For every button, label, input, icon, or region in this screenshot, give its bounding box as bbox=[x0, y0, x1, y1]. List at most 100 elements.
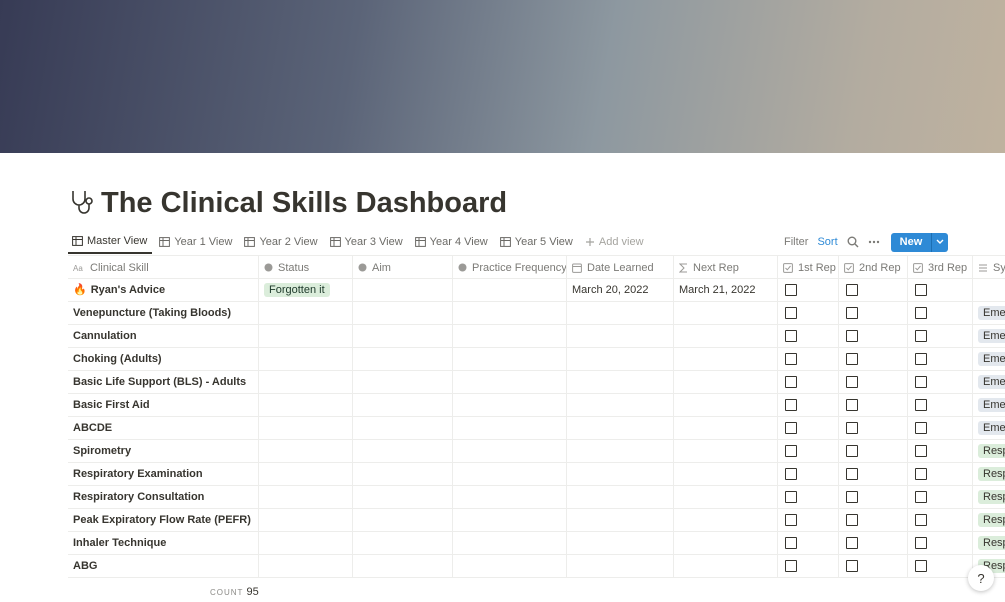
status-cell[interactable] bbox=[259, 301, 353, 324]
checkbox[interactable] bbox=[846, 375, 858, 388]
rep-cell[interactable] bbox=[778, 554, 839, 577]
system-cell[interactable]: Resp bbox=[973, 485, 1005, 508]
date-learned-cell[interactable] bbox=[567, 301, 674, 324]
rep-cell[interactable] bbox=[778, 439, 839, 462]
rep-cell[interactable] bbox=[908, 485, 973, 508]
skill-cell[interactable]: Respiratory Examination bbox=[68, 462, 259, 485]
checkbox[interactable] bbox=[846, 467, 858, 480]
checkbox[interactable] bbox=[846, 444, 858, 457]
skill-name[interactable]: Choking (Adults) bbox=[73, 352, 162, 365]
frequency-cell[interactable] bbox=[453, 485, 567, 508]
date-learned-cell[interactable] bbox=[567, 370, 674, 393]
system-cell[interactable]: Resp bbox=[973, 439, 1005, 462]
aim-cell[interactable] bbox=[353, 485, 453, 508]
column-header[interactable]: 1st Rep bbox=[778, 256, 839, 279]
checkbox[interactable] bbox=[846, 306, 858, 319]
date-learned-cell[interactable] bbox=[567, 416, 674, 439]
more-icon[interactable] bbox=[868, 236, 880, 248]
checkbox[interactable] bbox=[915, 536, 927, 549]
checkbox[interactable] bbox=[785, 444, 797, 457]
aim-cell[interactable] bbox=[353, 462, 453, 485]
frequency-cell[interactable] bbox=[453, 278, 567, 301]
system-cell[interactable]: Emer bbox=[973, 393, 1005, 416]
checkbox[interactable] bbox=[846, 329, 858, 342]
system-cell[interactable]: Emer bbox=[973, 370, 1005, 393]
status-cell[interactable] bbox=[259, 393, 353, 416]
rep-cell[interactable] bbox=[908, 393, 973, 416]
checkbox[interactable] bbox=[785, 398, 797, 411]
date-learned-cell[interactable] bbox=[567, 393, 674, 416]
view-tab-label[interactable]: Year 2 View bbox=[259, 236, 318, 248]
skill-name[interactable]: Basic Life Support (BLS) - Adults bbox=[73, 375, 247, 388]
view-tab[interactable]: Year 2 View bbox=[240, 230, 322, 254]
column-header-label[interactable]: Date Learned bbox=[587, 261, 654, 274]
rep-cell[interactable] bbox=[908, 370, 973, 393]
view-tab-label[interactable]: Master View bbox=[87, 235, 148, 247]
rep-cell[interactable] bbox=[778, 531, 839, 554]
date-learned-cell[interactable] bbox=[567, 462, 674, 485]
column-header[interactable]: Aim bbox=[353, 256, 453, 279]
checkbox[interactable] bbox=[915, 306, 927, 319]
status-cell[interactable] bbox=[259, 462, 353, 485]
system-cell[interactable]: Emer bbox=[973, 324, 1005, 347]
aim-cell[interactable] bbox=[353, 531, 453, 554]
skill-name[interactable]: ABG bbox=[73, 559, 98, 572]
status-cell[interactable] bbox=[259, 508, 353, 531]
skill-name[interactable]: Cannulation bbox=[73, 329, 137, 342]
next-rep-cell[interactable] bbox=[674, 393, 778, 416]
view-tab[interactable]: Year 4 View bbox=[411, 230, 493, 254]
view-tab-label[interactable]: Year 4 View bbox=[429, 236, 488, 248]
rep-cell[interactable] bbox=[839, 416, 908, 439]
next-rep-cell[interactable] bbox=[674, 485, 778, 508]
system-cell[interactable]: Resp bbox=[973, 531, 1005, 554]
status-cell[interactable] bbox=[259, 531, 353, 554]
next-rep-cell[interactable] bbox=[674, 554, 778, 577]
skill-cell[interactable]: 🔥 Ryan's Advice bbox=[68, 278, 259, 301]
checkbox[interactable] bbox=[915, 467, 927, 480]
skill-name[interactable]: Inhaler Technique bbox=[73, 536, 167, 549]
column-header-label[interactable]: Aim bbox=[372, 261, 391, 274]
checkbox[interactable] bbox=[915, 421, 927, 434]
search-icon[interactable] bbox=[847, 236, 859, 248]
rep-cell[interactable] bbox=[908, 416, 973, 439]
skill-cell[interactable]: Basic Life Support (BLS) - Adults bbox=[68, 370, 259, 393]
skill-name[interactable]: Spirometry bbox=[73, 444, 132, 457]
rep-cell[interactable] bbox=[839, 370, 908, 393]
checkbox[interactable] bbox=[785, 421, 797, 434]
next-rep-cell[interactable] bbox=[674, 531, 778, 554]
skill-cell[interactable]: Choking (Adults) bbox=[68, 347, 259, 370]
frequency-cell[interactable] bbox=[453, 301, 567, 324]
rep-cell[interactable] bbox=[778, 416, 839, 439]
view-tab[interactable]: Year 3 View bbox=[326, 230, 408, 254]
next-rep-cell[interactable] bbox=[674, 301, 778, 324]
column-header-label[interactable]: 2nd Rep bbox=[859, 261, 901, 274]
column-header[interactable]: Date Learned bbox=[567, 256, 674, 279]
rep-cell[interactable] bbox=[908, 324, 973, 347]
help-button[interactable]: ? bbox=[968, 565, 994, 591]
status-cell[interactable] bbox=[259, 347, 353, 370]
rep-cell[interactable] bbox=[839, 554, 908, 577]
skill-cell[interactable]: ABG bbox=[68, 554, 259, 577]
next-rep-cell[interactable] bbox=[674, 439, 778, 462]
rep-cell[interactable] bbox=[839, 278, 908, 301]
rep-cell[interactable] bbox=[839, 324, 908, 347]
column-header[interactable]: Next Rep bbox=[674, 256, 778, 279]
checkbox[interactable] bbox=[846, 398, 858, 411]
rep-cell[interactable] bbox=[778, 393, 839, 416]
status-cell[interactable] bbox=[259, 554, 353, 577]
filter-button[interactable]: Filter bbox=[784, 236, 809, 248]
skill-name[interactable]: Peak Expiratory Flow Rate (PEFR) bbox=[73, 513, 251, 526]
status-cell[interactable] bbox=[259, 485, 353, 508]
next-rep-cell[interactable] bbox=[674, 416, 778, 439]
rep-cell[interactable] bbox=[778, 462, 839, 485]
checkbox[interactable] bbox=[846, 490, 858, 503]
column-header[interactable]: Aa Clinical Skill bbox=[68, 256, 259, 279]
next-rep-cell[interactable]: March 21, 2022 bbox=[674, 278, 778, 301]
checkbox[interactable] bbox=[915, 352, 927, 365]
view-tab[interactable]: Year 5 View bbox=[496, 230, 578, 254]
checkbox[interactable] bbox=[785, 513, 797, 526]
checkbox[interactable] bbox=[846, 513, 858, 526]
frequency-cell[interactable] bbox=[453, 554, 567, 577]
new-button[interactable]: New bbox=[890, 232, 949, 252]
rep-cell[interactable] bbox=[839, 439, 908, 462]
